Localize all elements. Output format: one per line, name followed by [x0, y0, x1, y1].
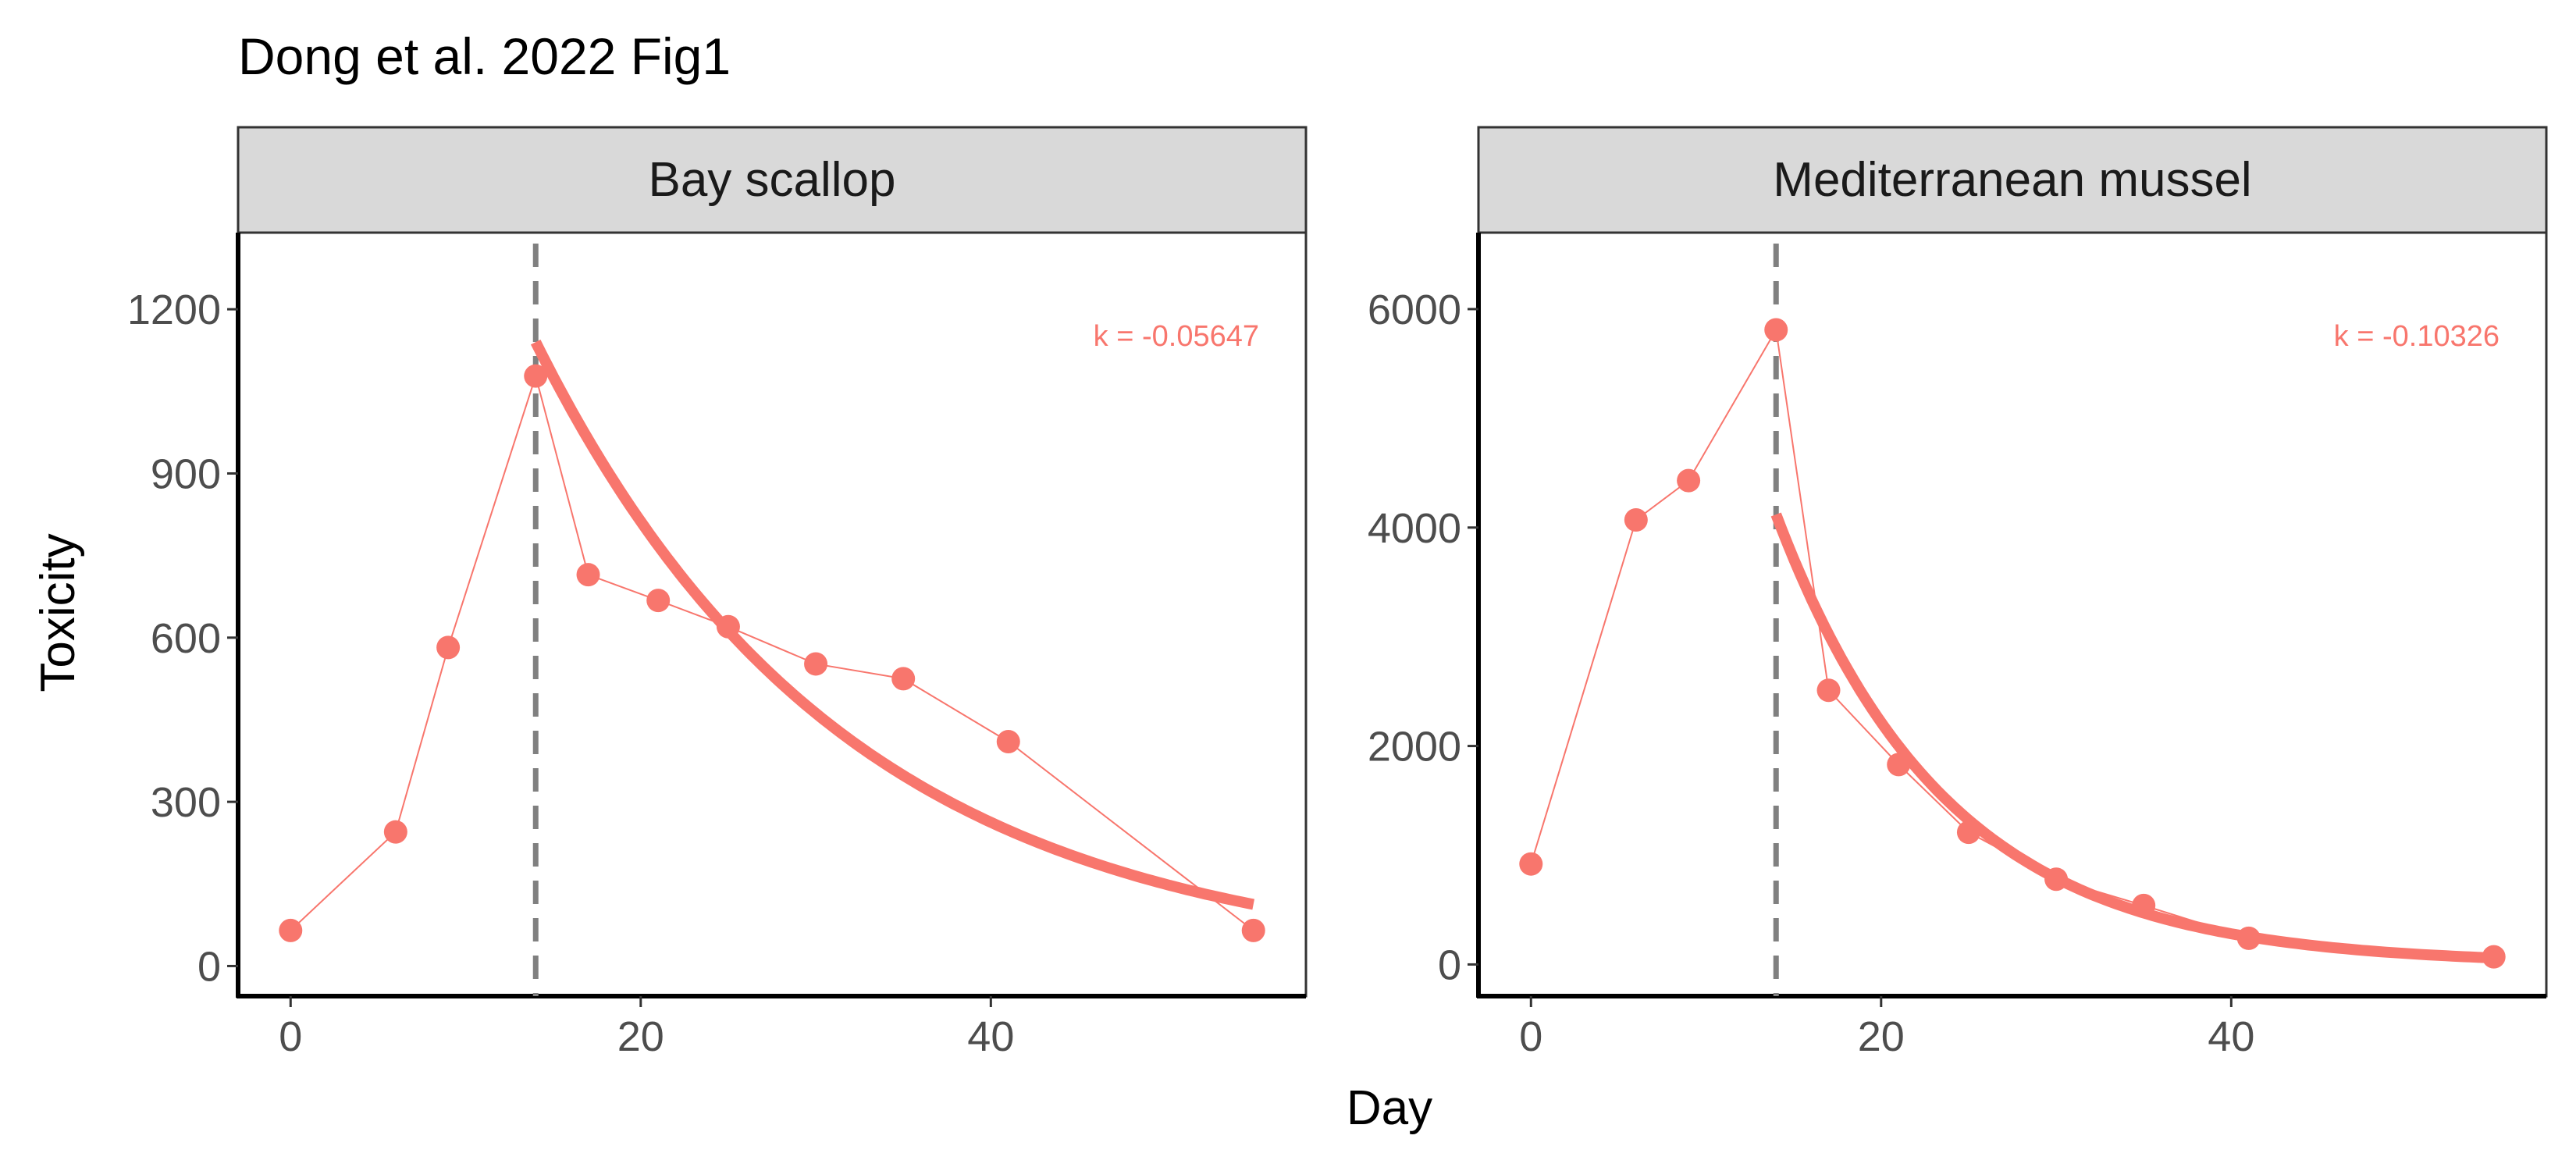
panel-mediterranean-mussel: Mediterranean mussel 0 2000 4000 6000 0 20 40 k … — [1368, 126, 2548, 1060]
y-tick-label: 4000 — [1368, 505, 1461, 552]
data-point — [891, 667, 916, 691]
data-point — [2044, 867, 2069, 892]
panels: Bay scallop 0 300 600 900 1200 0 20 40 k = -0.056… — [127, 126, 2548, 1060]
y-tick-label: 6000 — [1368, 287, 1461, 333]
data-point — [436, 635, 461, 660]
y-tick-label: 2000 — [1368, 724, 1461, 771]
y-axis-label: Toxicity — [31, 533, 85, 692]
data-point — [1241, 918, 1265, 942]
data-point — [576, 563, 600, 587]
data-point — [1519, 852, 1543, 876]
y-tick-label: 600 — [151, 615, 221, 662]
data-point — [383, 820, 407, 844]
decay-fit-curve — [530, 340, 1255, 910]
data-point — [1764, 318, 1788, 342]
facet-strip-label: Mediterranean mussel — [1773, 153, 2251, 207]
data-point — [646, 589, 671, 613]
panel-bay-scallop: Bay scallop 0 300 600 900 1200 0 20 40 k = -0.056… — [127, 126, 1308, 1060]
x-tick-label: 20 — [617, 1013, 664, 1060]
data-point — [279, 918, 303, 942]
y-tick-label: 300 — [151, 779, 221, 826]
y-tick-label: 900 — [151, 450, 221, 497]
y-tick-label: 1200 — [127, 287, 221, 333]
facet-strip — [1477, 126, 2548, 234]
data-point — [2482, 945, 2506, 969]
data-point — [804, 652, 828, 676]
x-tick-label: 0 — [1519, 1013, 1542, 1060]
data-point — [1887, 753, 1911, 777]
data-point — [2132, 893, 2156, 917]
decay-rate-label: k = -0.05647 — [1094, 320, 1259, 353]
x-tick-label: 40 — [967, 1013, 1014, 1060]
y-tick-label: 0 — [1438, 941, 1461, 988]
facet-strip — [237, 126, 1308, 234]
x-tick-label: 20 — [1858, 1013, 1905, 1060]
data-point — [1816, 678, 1841, 703]
x-tick-label: 0 — [279, 1013, 302, 1060]
x-axis-label: Day — [1347, 1081, 1432, 1135]
x-tick-label: 40 — [2208, 1013, 2254, 1060]
decay-rate-label: k = -0.10326 — [2334, 320, 2500, 353]
data-point — [2236, 926, 2261, 950]
chart-title: Dong et al. 2022 Fig1 — [238, 27, 731, 85]
data-point — [996, 730, 1020, 753]
data-point — [1624, 507, 1648, 532]
data-point — [716, 614, 740, 639]
data-point — [524, 364, 548, 388]
y-tick-label: 0 — [197, 943, 221, 990]
data-point — [1956, 820, 1980, 845]
facet-strip-label: Bay scallop — [648, 153, 895, 207]
data-point — [1677, 468, 1701, 493]
